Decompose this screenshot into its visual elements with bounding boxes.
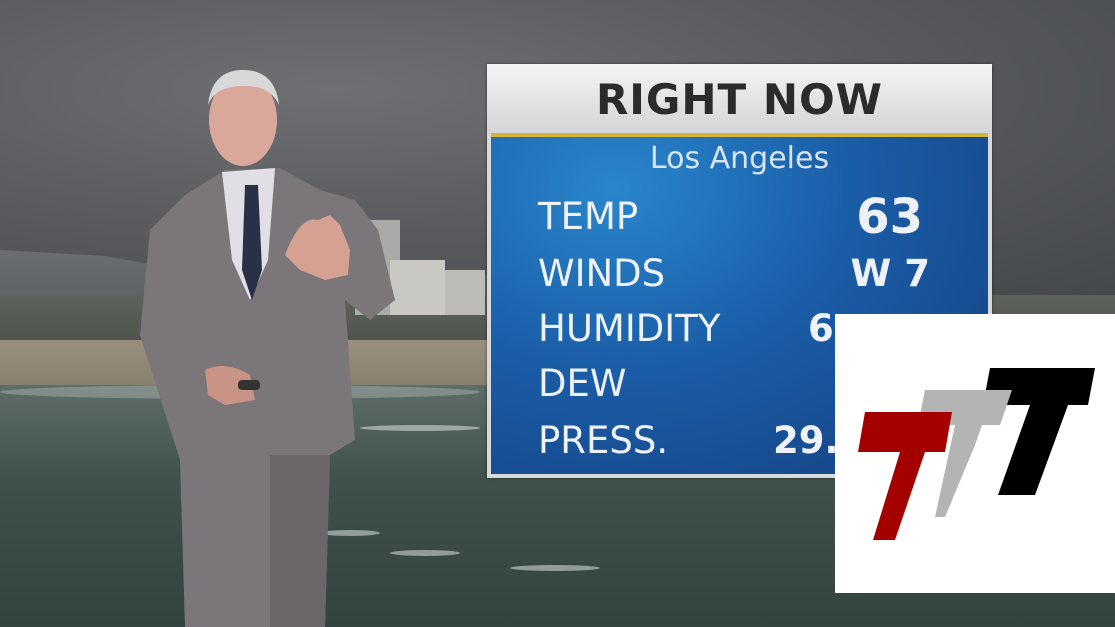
condition-row-pressure: PRESS. 29. — [538, 419, 918, 473]
condition-value: W 7 — [850, 252, 930, 295]
condition-label: PRESS. — [538, 419, 669, 462]
condition-value: 29. — [773, 419, 839, 462]
condition-value: 63 — [856, 189, 923, 245]
accent-line — [491, 133, 988, 137]
condition-value: 6 — [808, 307, 834, 350]
weather-graphic: RIGHT NOW Los Angeles TEMP 63 WINDS W 7 … — [487, 64, 992, 478]
graphic-title: RIGHT NOW — [487, 64, 992, 134]
condition-row-humidity: HUMIDITY 6 — [538, 307, 918, 361]
condition-label: TEMP — [538, 195, 639, 238]
condition-row-dew: DEW — [538, 362, 918, 416]
condition-label: WINDS — [538, 252, 666, 295]
condition-row-winds: WINDS W 7 — [538, 252, 930, 306]
location-label: Los Angeles — [649, 141, 830, 176]
condition-label: HUMIDITY — [538, 307, 721, 350]
watermark-logo — [835, 314, 1115, 593]
conditions-panel: Los Angeles TEMP 63 WINDS W 7 HUMIDITY 6… — [491, 137, 988, 474]
ttt-logo-icon — [858, 368, 1095, 540]
condition-label: DEW — [538, 362, 627, 405]
condition-row-temp: TEMP 63 — [538, 189, 923, 249]
